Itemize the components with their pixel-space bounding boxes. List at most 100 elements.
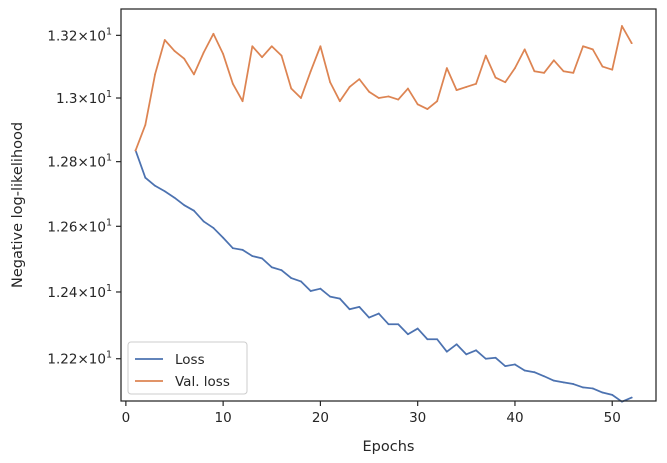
data-point xyxy=(455,89,458,92)
y-tick-label: 1.26×101 xyxy=(47,217,112,235)
data-point xyxy=(183,204,186,207)
data-point xyxy=(533,70,536,73)
data-point xyxy=(533,371,536,374)
data-point xyxy=(552,59,555,62)
data-point xyxy=(445,67,448,70)
data-point xyxy=(193,209,195,212)
data-point xyxy=(329,295,332,298)
data-point xyxy=(630,42,633,45)
data-point xyxy=(416,327,419,330)
x-axis: 0 10 20 30 40 50 xyxy=(122,401,621,426)
data-point xyxy=(543,71,546,74)
data-point xyxy=(300,280,302,283)
x-axis-label: Epochs xyxy=(363,439,415,455)
legend: Loss Val. loss xyxy=(127,341,248,395)
data-point xyxy=(377,312,380,315)
data-point xyxy=(231,247,234,250)
data-point xyxy=(504,81,507,84)
data-point xyxy=(202,51,205,54)
data-point xyxy=(397,323,400,326)
data-point xyxy=(611,68,614,71)
series-layer xyxy=(134,25,633,403)
data-point xyxy=(173,50,176,52)
data-point xyxy=(290,277,293,279)
data-point xyxy=(407,333,409,336)
data-point xyxy=(552,379,555,382)
y-axis-label: Negative log-likelihood xyxy=(10,122,26,288)
data-point xyxy=(407,87,409,90)
data-point xyxy=(591,387,594,390)
data-point xyxy=(397,98,400,101)
data-point xyxy=(465,353,468,356)
data-point xyxy=(319,45,322,48)
plot-frame xyxy=(120,8,657,402)
plot-area xyxy=(121,9,656,401)
data-point xyxy=(144,176,147,179)
data-point xyxy=(426,338,429,341)
x-tick-label: 30 xyxy=(409,410,426,426)
data-point xyxy=(621,25,623,27)
series-line-loss xyxy=(134,149,633,403)
data-point xyxy=(222,53,225,55)
data-point xyxy=(368,90,370,93)
data-point xyxy=(494,356,497,359)
data-point xyxy=(280,269,283,272)
data-point xyxy=(319,287,322,290)
data-point xyxy=(280,54,283,57)
data-point xyxy=(504,365,507,368)
x-tick-label: 0 xyxy=(122,410,131,426)
x-tick-label: 50 xyxy=(604,410,621,426)
data-point xyxy=(251,45,254,48)
legend-label-val-loss: Val. loss xyxy=(175,374,230,390)
data-point xyxy=(222,236,225,239)
x-tick-label: 10 xyxy=(215,410,232,426)
data-point xyxy=(183,57,186,60)
data-point xyxy=(387,95,390,98)
data-point xyxy=(494,76,497,79)
data-point xyxy=(154,184,156,187)
data-point xyxy=(212,227,215,229)
data-point xyxy=(338,297,341,300)
data-point xyxy=(514,67,516,70)
data-point xyxy=(455,343,458,346)
data-point xyxy=(445,350,448,353)
data-point xyxy=(309,70,312,73)
series-line-val-loss xyxy=(134,25,633,152)
data-point xyxy=(358,78,361,81)
data-point xyxy=(436,100,439,103)
data-point xyxy=(582,386,584,389)
data-point xyxy=(154,73,156,76)
data-point xyxy=(368,316,370,319)
data-point xyxy=(212,32,215,35)
data-point xyxy=(601,65,604,68)
data-point xyxy=(465,86,468,88)
data-point xyxy=(416,103,419,106)
y-tick-label: 1.28×101 xyxy=(47,153,112,171)
data-point xyxy=(193,73,195,76)
data-point xyxy=(231,82,234,85)
data-point xyxy=(582,45,584,48)
y-tick-label: 1.22×101 xyxy=(47,350,112,368)
data-point xyxy=(436,338,439,341)
y-tick-label: 1.3×101 xyxy=(56,89,112,107)
data-point xyxy=(329,81,332,84)
data-point xyxy=(387,323,390,326)
data-point xyxy=(144,124,147,126)
data-point xyxy=(523,48,526,51)
data-point xyxy=(543,375,546,378)
data-point xyxy=(241,100,244,103)
legend-label-loss: Loss xyxy=(175,352,205,368)
data-point xyxy=(377,97,380,99)
y-tick-label: 1.32×101 xyxy=(47,26,112,44)
data-point xyxy=(270,266,273,269)
data-point xyxy=(261,257,263,260)
data-point xyxy=(572,383,575,385)
data-point xyxy=(173,196,176,199)
data-point xyxy=(562,381,565,384)
data-point xyxy=(202,220,205,223)
data-point xyxy=(514,363,516,366)
data-point xyxy=(163,190,166,193)
data-point xyxy=(601,391,604,394)
data-point xyxy=(358,306,361,308)
